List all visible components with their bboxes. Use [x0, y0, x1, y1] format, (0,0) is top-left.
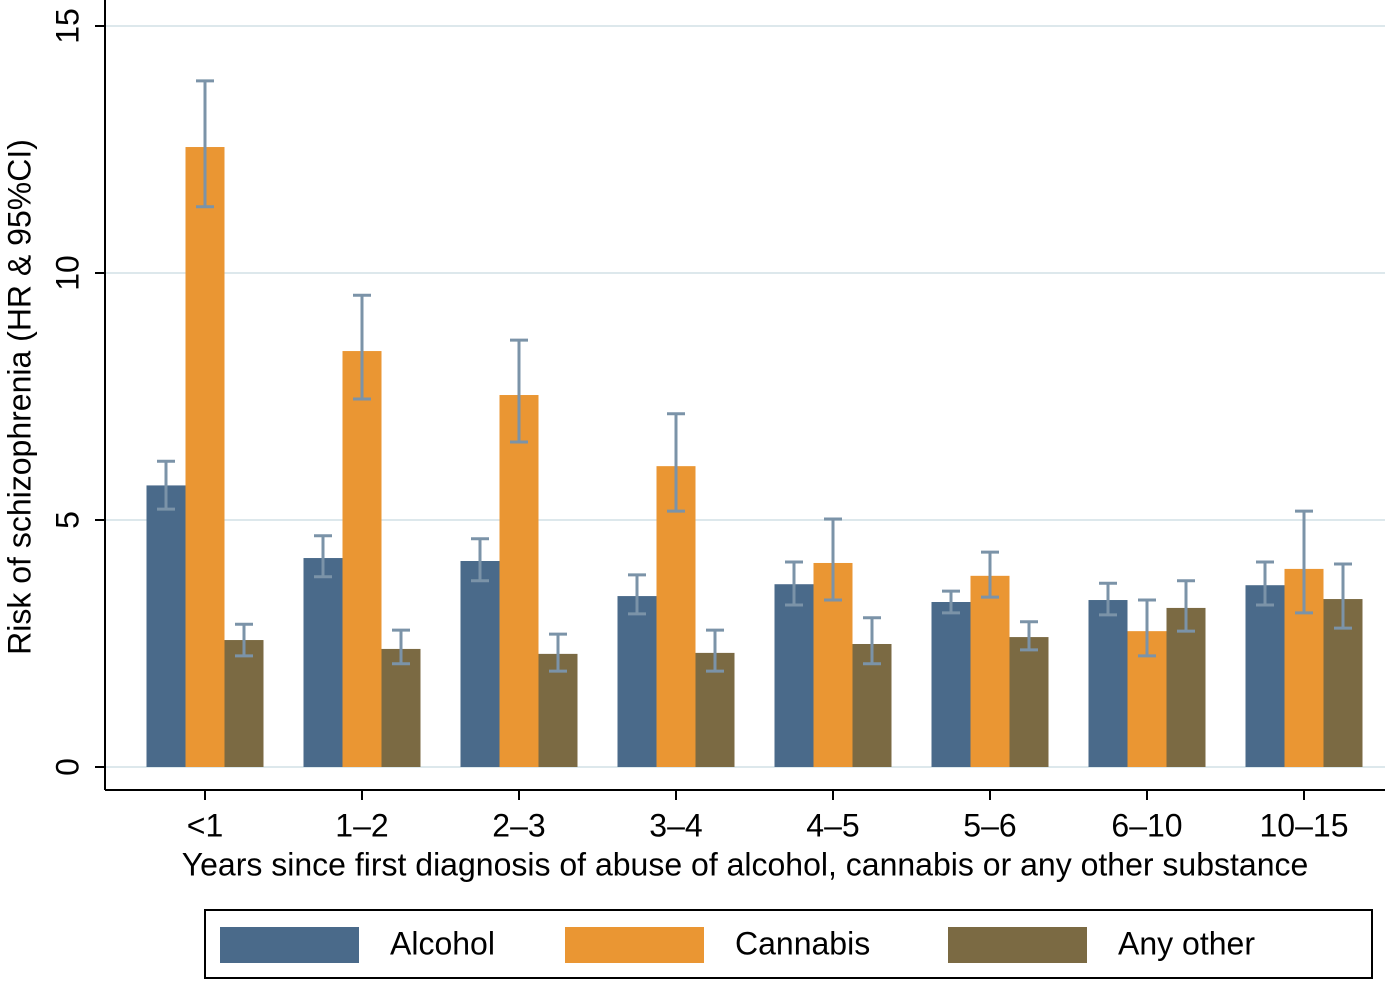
bar: [1245, 585, 1285, 767]
bar: [185, 147, 225, 767]
error-bar: [235, 622, 253, 658]
x-tick-label: <1: [187, 807, 223, 843]
legend-label: Any other: [1118, 925, 1255, 961]
x-axis-title: Years since first diagnosis of abuse of …: [182, 846, 1309, 882]
error-bar: [942, 589, 960, 615]
y-tick-label: 15: [49, 8, 85, 44]
error-bar: [628, 573, 646, 616]
bar: [342, 351, 382, 767]
y-tick-label: 10: [49, 255, 85, 291]
bar: [1009, 637, 1049, 767]
error-bar: [1256, 560, 1274, 607]
error-bar: [392, 628, 410, 666]
legend-swatch: [565, 927, 704, 963]
error-bar: [196, 79, 214, 209]
error-bar: [1138, 598, 1156, 658]
y-axis-title: Risk of schizophrenia (HR & 95%CI): [1, 139, 37, 655]
error-bar: [1020, 620, 1038, 652]
legend-label: Alcohol: [390, 925, 495, 961]
x-tick-label: 2–3: [492, 807, 545, 843]
bar: [1166, 607, 1206, 767]
legend-box: [204, 909, 1373, 979]
error-bar: [981, 550, 999, 599]
bar: [617, 596, 657, 767]
legend-swatch: [948, 927, 1087, 963]
error-bar: [1177, 579, 1195, 633]
x-tick-label: 4–5: [806, 807, 859, 843]
bar: [538, 653, 578, 767]
error-bar: [824, 517, 842, 602]
bar: [1088, 600, 1128, 767]
error-bar: [471, 537, 489, 583]
bar: [656, 466, 696, 767]
bar: [460, 561, 500, 767]
error-bar: [510, 338, 528, 444]
x-tick-label: 6–10: [1111, 807, 1182, 843]
error-bar: [549, 632, 567, 673]
legend-swatch: [220, 927, 359, 963]
bar: [774, 584, 814, 767]
x-tick-label: 3–4: [649, 807, 702, 843]
bar: [146, 485, 186, 767]
error-bar: [785, 560, 803, 607]
y-tick-label: 5: [49, 511, 85, 529]
error-bar: [314, 534, 332, 579]
x-tick-label: 10–15: [1260, 807, 1349, 843]
error-bar: [1099, 581, 1117, 617]
bar: [303, 558, 343, 767]
y-tick-label: 0: [49, 758, 85, 776]
error-bar: [863, 616, 881, 666]
error-bar: [667, 412, 685, 513]
x-tick-label: 5–6: [963, 807, 1016, 843]
bar: [499, 395, 539, 767]
error-bar: [353, 293, 371, 401]
legend-label: Cannabis: [735, 925, 870, 961]
bar: [381, 648, 421, 767]
bar: [931, 602, 971, 767]
error-bar: [1334, 562, 1352, 630]
bar: [224, 640, 264, 767]
error-bar: [157, 459, 175, 511]
x-tick-label: 1–2: [335, 807, 388, 843]
error-bar: [1295, 509, 1313, 615]
bar: [970, 575, 1010, 767]
error-bar: [706, 628, 724, 673]
